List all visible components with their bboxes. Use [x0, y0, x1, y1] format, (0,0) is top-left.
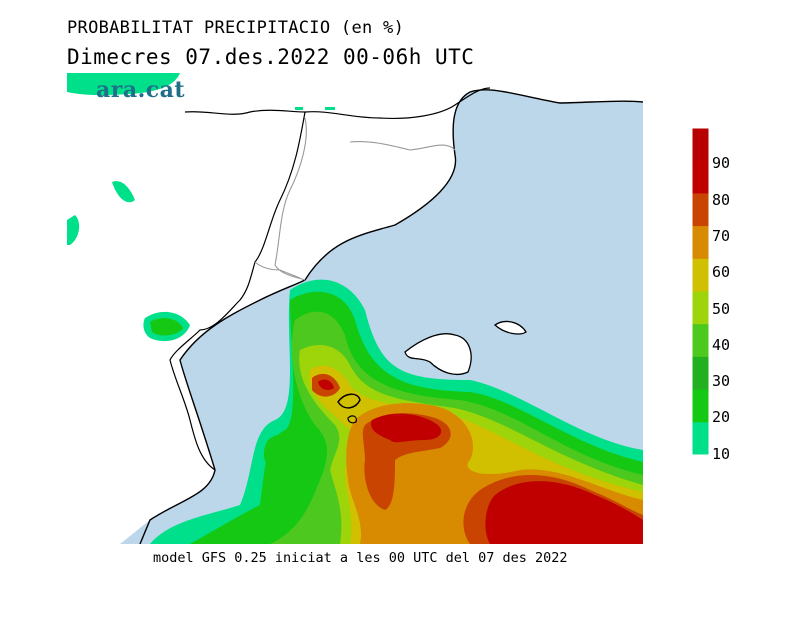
legend-label: 50: [712, 300, 731, 318]
map-title: PROBABILITAT PRECIPITACIO (en %): [67, 18, 405, 38]
border-line: [184, 87, 491, 120]
legend-label: 40: [712, 336, 731, 354]
formentera-island: [347, 415, 357, 424]
legend-swatch: [692, 193, 709, 227]
legend-label: 10: [712, 445, 731, 463]
region-border: [349, 141, 456, 151]
legend-swatch: [692, 324, 709, 358]
legend-label: 90: [712, 154, 731, 172]
legend-colorbar: [691, 127, 710, 456]
legend-label: 60: [712, 263, 731, 281]
legend-swatch: [692, 422, 709, 456]
brand-logo: ara.cat: [96, 77, 186, 103]
legend-swatch: [692, 226, 709, 260]
coastline: [139, 89, 643, 544]
region-border: [254, 261, 301, 279]
legend-swatch: [692, 258, 709, 292]
legend-label: 30: [712, 372, 731, 390]
legend-swatch: [692, 128, 709, 162]
precip-field: [67, 73, 643, 544]
mallorca-island: [404, 333, 472, 376]
model-info: model GFS 0.25 iniciat a les 00 UTC del …: [153, 550, 568, 566]
region-border: [274, 117, 307, 281]
legend-label: 70: [712, 227, 731, 245]
map-subtitle: Dimecres 07.des.2022 00-06h UTC: [67, 45, 475, 69]
menorca-island: [493, 320, 527, 335]
legend-label: 80: [712, 191, 731, 209]
legend-swatch: [692, 160, 709, 194]
legend-labels: 90 80 70 60 50 40 30 20 10: [712, 0, 752, 617]
border-line: [169, 111, 306, 471]
legend-swatch: [692, 389, 709, 423]
legend-swatch: [692, 291, 709, 325]
legend-swatch: [692, 356, 709, 391]
legend-label: 20: [712, 408, 731, 426]
ibiza-island: [337, 393, 361, 409]
